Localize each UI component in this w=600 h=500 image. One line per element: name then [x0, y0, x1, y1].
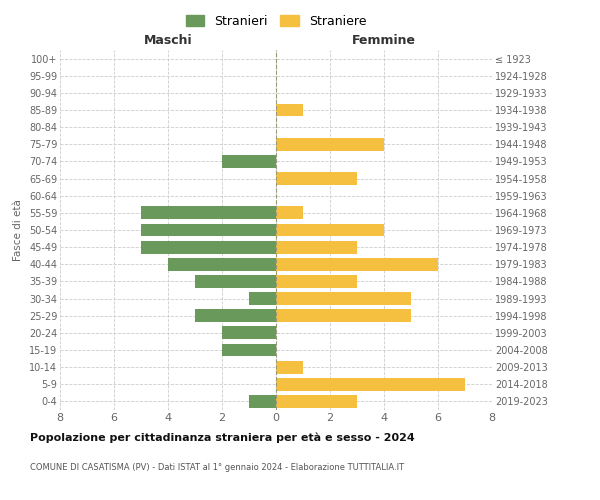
Bar: [276, 172, 357, 185]
Bar: [222, 326, 276, 340]
Bar: [195, 275, 276, 288]
Bar: [276, 360, 303, 374]
Bar: [276, 206, 303, 220]
Bar: [276, 395, 357, 408]
Bar: [276, 292, 411, 305]
Bar: [276, 240, 357, 254]
Bar: [141, 240, 276, 254]
Bar: [141, 206, 276, 220]
Bar: [276, 138, 384, 150]
Bar: [141, 224, 276, 236]
Bar: [195, 310, 276, 322]
Bar: [249, 292, 276, 305]
Y-axis label: Fasce di età: Fasce di età: [13, 199, 23, 261]
Bar: [222, 344, 276, 356]
Text: Femmine: Femmine: [352, 34, 416, 46]
Bar: [222, 155, 276, 168]
Bar: [276, 310, 411, 322]
Legend: Stranieri, Straniere: Stranieri, Straniere: [182, 11, 370, 32]
Text: Maschi: Maschi: [143, 34, 193, 46]
Text: COMUNE DI CASATISMA (PV) - Dati ISTAT al 1° gennaio 2024 - Elaborazione TUTTITAL: COMUNE DI CASATISMA (PV) - Dati ISTAT al…: [30, 462, 404, 471]
Bar: [276, 378, 465, 390]
Bar: [276, 258, 438, 270]
Bar: [276, 104, 303, 117]
Bar: [276, 275, 357, 288]
Bar: [168, 258, 276, 270]
Text: Popolazione per cittadinanza straniera per età e sesso - 2024: Popolazione per cittadinanza straniera p…: [30, 432, 415, 443]
Bar: [249, 395, 276, 408]
Bar: [276, 224, 384, 236]
